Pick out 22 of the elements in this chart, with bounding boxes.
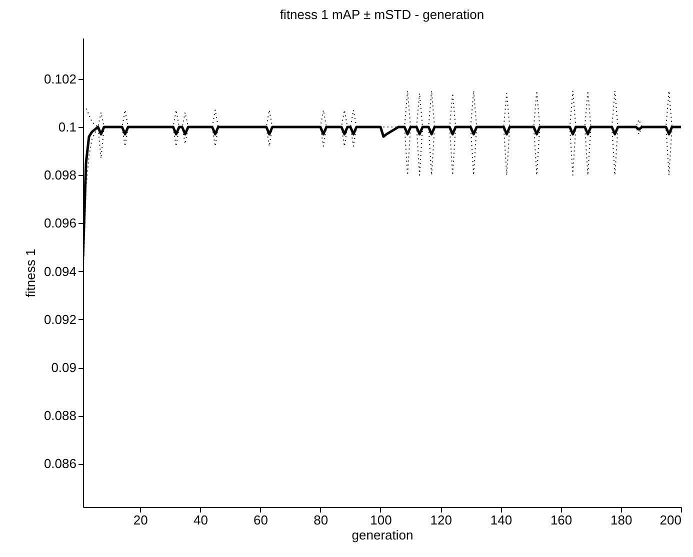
x-tick-label: 80 bbox=[314, 512, 328, 528]
y-tick-label: 0.092 bbox=[44, 312, 76, 327]
x-tick-label: 20 bbox=[133, 512, 148, 528]
y-tick-label: 0.086 bbox=[44, 456, 76, 472]
y-tick-label: 0.102 bbox=[44, 71, 76, 86]
y-axis-title: fitness 1 bbox=[22, 248, 38, 298]
x-tick-label: 200 bbox=[660, 512, 682, 528]
x-tick-label: 100 bbox=[370, 512, 392, 528]
y-tick-label: 0.1 bbox=[58, 119, 76, 134]
y-tick-label: 0.098 bbox=[44, 168, 76, 183]
x-tick-label: 60 bbox=[254, 512, 268, 528]
x-tick-label: 120 bbox=[430, 512, 452, 528]
y-tick-label: 0.096 bbox=[44, 216, 76, 231]
y-tick-label: 0.09 bbox=[51, 360, 76, 376]
y-tick-label: 0.094 bbox=[44, 264, 76, 279]
x-tick-label: 40 bbox=[193, 512, 208, 528]
chart-title: fitness 1 mAP ± mSTD - generation bbox=[280, 7, 484, 22]
x-tick-label: 180 bbox=[610, 512, 632, 528]
x-tick-label: 160 bbox=[550, 512, 572, 528]
y-tick-label: 0.088 bbox=[44, 408, 76, 424]
x-axis-title: generation bbox=[352, 528, 414, 542]
x-tick-label: 140 bbox=[490, 512, 512, 528]
